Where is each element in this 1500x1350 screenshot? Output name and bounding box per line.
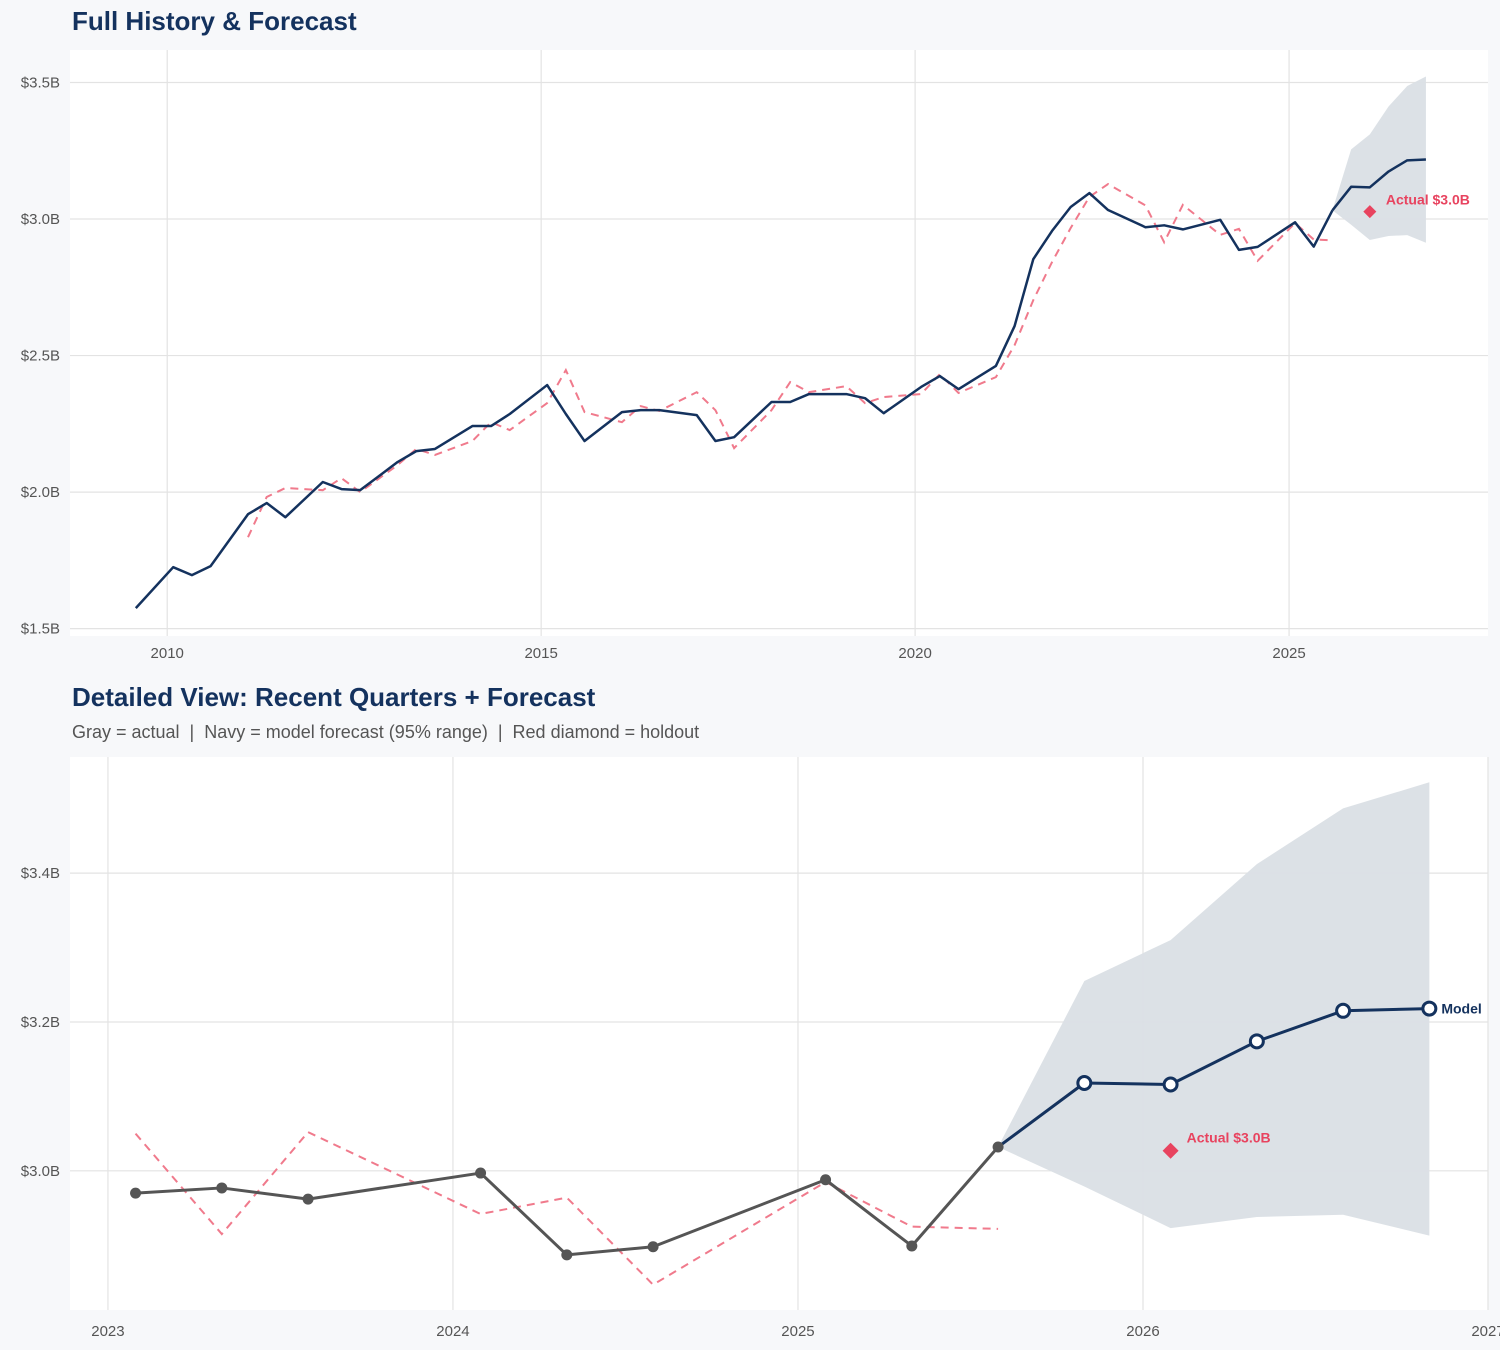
- fitted-line-dashed: [247, 182, 1333, 538]
- forecast-point: [1421, 1000, 1438, 1017]
- actual-point: [820, 1174, 832, 1186]
- y-tick-label: $3.4B: [21, 865, 60, 882]
- actual-line: [134, 191, 1334, 609]
- y-tick-label: $3.0B: [21, 1163, 60, 1180]
- x-tick-label: 2025: [781, 1323, 814, 1340]
- holdout-diamond: [1363, 205, 1377, 219]
- chart-0: 2010 2015 2020 2025 $1.5B $2.0B $2.5B $3.0B $3.5…: [21, 50, 1488, 662]
- x-tick-label: 2015: [524, 645, 557, 662]
- x-tick-label: 2025: [1272, 645, 1305, 662]
- forecast-95-band: [998, 782, 1430, 1236]
- chart-title-detailed-view: Detailed View: Recent Quarters + Forecas…: [72, 682, 596, 712]
- y-tick-label: $3.0B: [21, 211, 60, 228]
- forecast-point: [1162, 1076, 1179, 1093]
- actual-point: [561, 1249, 573, 1261]
- chart-title-full-history: Full History & Forecast: [72, 6, 357, 36]
- x-tick-label: 2020: [898, 645, 931, 662]
- actual-point: [216, 1182, 228, 1194]
- y-tick-label: $3.5B: [21, 74, 60, 91]
- actual-point: [992, 1141, 1004, 1153]
- y-tick-label: $1.5B: [21, 621, 60, 638]
- chart-subtitle-legend: Gray = actual | Navy = model forecast (9…: [72, 722, 700, 742]
- actual-point: [302, 1193, 314, 1205]
- x-tick-label: 2024: [436, 1323, 469, 1340]
- forecast-95-band: [1332, 76, 1426, 243]
- actual-point: [906, 1240, 918, 1252]
- holdout-diamond: [1162, 1142, 1179, 1159]
- x-tick-label: 2010: [151, 645, 184, 662]
- x-tick-label: 2023: [91, 1323, 124, 1340]
- forecast-point: [1248, 1033, 1265, 1050]
- holdout-label: Actual $3.0B: [1386, 192, 1470, 208]
- holdout-label: Actual $3.0B: [1187, 1130, 1271, 1146]
- y-tick-label: $2.0B: [21, 484, 60, 501]
- plot-area: [70, 50, 1488, 636]
- forecast-point: [1076, 1074, 1093, 1091]
- y-tick-label: $3.2B: [21, 1014, 60, 1031]
- actual-point: [647, 1241, 659, 1253]
- x-tick-label: 2026: [1126, 1323, 1159, 1340]
- actual-point: [475, 1167, 487, 1179]
- forecast-line: [997, 1007, 1430, 1149]
- forecast-model-label: Model: [1441, 1001, 1481, 1017]
- chart-1: 2023 2024 2025 2026 2027 $3.0B $3.2B $3.4B Model…: [21, 757, 1500, 1340]
- y-tick-label: $2.5B: [21, 348, 60, 365]
- forecast-line: [1331, 158, 1426, 212]
- forecast-point: [1335, 1002, 1352, 1019]
- x-tick-label: 2027: [1471, 1323, 1500, 1340]
- actual-point: [130, 1187, 142, 1199]
